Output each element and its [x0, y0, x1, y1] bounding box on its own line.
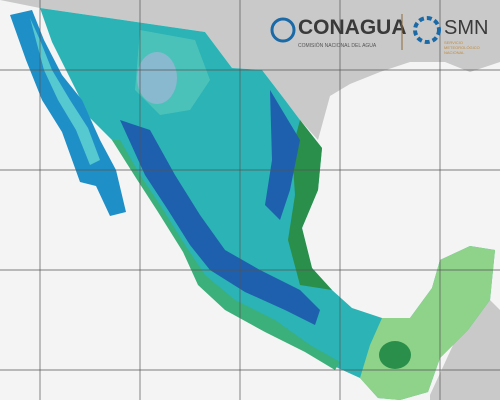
- baja-teal: [30, 18, 100, 165]
- central-america-land: [430, 300, 500, 400]
- conagua-logo: CONAGUA COMISIÓN NACIONAL DEL AGUA: [270, 16, 407, 49]
- mexico: [10, 8, 495, 400]
- eastern-blue: [265, 90, 300, 220]
- usa-land: [0, 0, 500, 140]
- smn-name: SMN: [444, 17, 488, 39]
- chiapas-green: [379, 341, 411, 369]
- smn-logo: SMN SERVICIO METEOROLÓGICO NACIONAL: [413, 16, 488, 55]
- smn-subtitle-line: METEOROLÓGICO: [444, 45, 480, 50]
- conagua-subtitle: COMISIÓN NACIONAL DEL AGUA: [298, 42, 377, 49]
- smn-icon: [413, 16, 441, 44]
- smn-subtitle-line: SERVICIO: [444, 40, 463, 45]
- north-light: [135, 30, 210, 115]
- smn-subtitle-line: NACIONAL: [444, 50, 465, 55]
- conagua-icon: [270, 17, 296, 43]
- conagua-name: CONAGUA: [298, 16, 407, 39]
- western-blue-band: [120, 120, 320, 325]
- gulf-green: [288, 120, 332, 290]
